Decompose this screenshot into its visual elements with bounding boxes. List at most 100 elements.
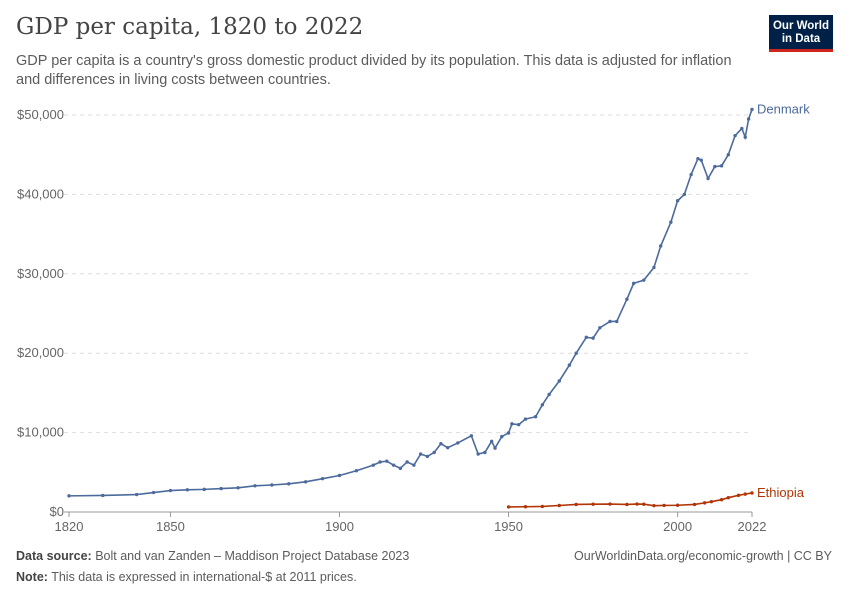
data-point [523,417,528,421]
data-point [719,497,724,502]
data-point [523,505,528,509]
data-point [425,454,430,459]
source-url[interactable]: OurWorldinData.org/economic-growth | CC … [574,549,832,563]
series-line-ethiopia [508,492,753,508]
data-point [726,496,731,500]
data-point [185,488,190,492]
data-point [675,199,680,203]
data-point [219,486,223,491]
data-point [662,503,666,508]
data-point [625,297,629,301]
data-point [287,482,291,486]
y-tick-label: $40,000 [17,186,64,201]
data-point [493,446,497,450]
data-point [743,492,747,496]
data-point [591,502,595,506]
data-point [689,172,693,177]
data-point [669,220,673,224]
data-point [574,351,578,355]
data-point [489,439,494,444]
data-point [469,434,474,438]
y-tick-label: $50,000 [17,107,64,122]
data-point [675,503,680,507]
data-point [510,422,514,426]
data-point [398,466,403,471]
data-point [151,490,156,495]
data-point [567,363,572,367]
data-point [642,502,646,506]
data-point [506,505,511,509]
data-point [598,326,602,330]
data-point [591,336,595,340]
data-point [659,244,663,248]
data-point [202,487,206,492]
data-point [740,126,744,131]
data-point [391,463,396,467]
data-point [540,504,545,509]
series-label: Ethiopia [757,485,805,500]
data-point [652,503,656,508]
data-point [337,473,342,478]
data-point [418,452,423,456]
data-point [608,319,612,324]
data-point [584,335,589,340]
data-point [702,501,707,505]
data-point [733,133,737,138]
data-point [483,450,487,455]
data-point [134,492,139,497]
data-point [736,493,741,498]
data-point [682,192,687,197]
data-point [533,415,538,419]
data-point [608,502,612,506]
data-point [67,494,71,498]
note: Note: This data is expressed in internat… [16,570,357,584]
data-point [709,499,714,504]
data-point [378,460,382,464]
chart-subtitle: GDP per capita is a country's gross dome… [16,53,732,88]
data-point [625,502,629,507]
data-point [445,445,450,450]
data-point [692,502,697,507]
data-point [547,392,551,397]
data-point [500,434,504,439]
data-point [719,164,724,168]
data-point [270,483,274,487]
data-point [320,476,325,481]
data-point [615,319,619,324]
data-point [631,281,636,286]
data-point [706,176,710,181]
data-point [253,484,257,488]
y-tick-label: $20,000 [17,345,64,360]
data-point [750,491,754,495]
x-tick-label: 1900 [325,519,354,534]
data-point [101,493,105,498]
series-label: Denmark [757,101,810,116]
data-point [557,503,561,508]
data-point [405,460,409,464]
owid-logo[interactable]: Our World in Data [769,15,833,52]
data-point [557,379,561,383]
data-point [439,442,443,446]
data-point [540,403,545,407]
x-tick-label: 1850 [156,519,185,534]
data-point [713,164,717,169]
data-point [726,153,731,157]
data-point [635,502,639,506]
data-point [642,278,646,282]
data-point [743,135,747,139]
data-point [476,452,480,456]
data-point [506,431,511,435]
data-point [432,450,436,455]
data-point [354,469,359,473]
series-line-denmark [68,109,753,497]
data-point [385,459,389,463]
chart-title: GDP per capita, 1820 to 2022 [16,14,364,40]
data-point [516,422,521,427]
data-point [750,107,754,112]
data-source: Data source: Bolt and van Zanden – Maddi… [16,549,410,563]
data-point [699,158,703,162]
data-point [652,265,656,270]
data-point [236,486,240,490]
y-tick-label: $10,000 [17,425,64,440]
